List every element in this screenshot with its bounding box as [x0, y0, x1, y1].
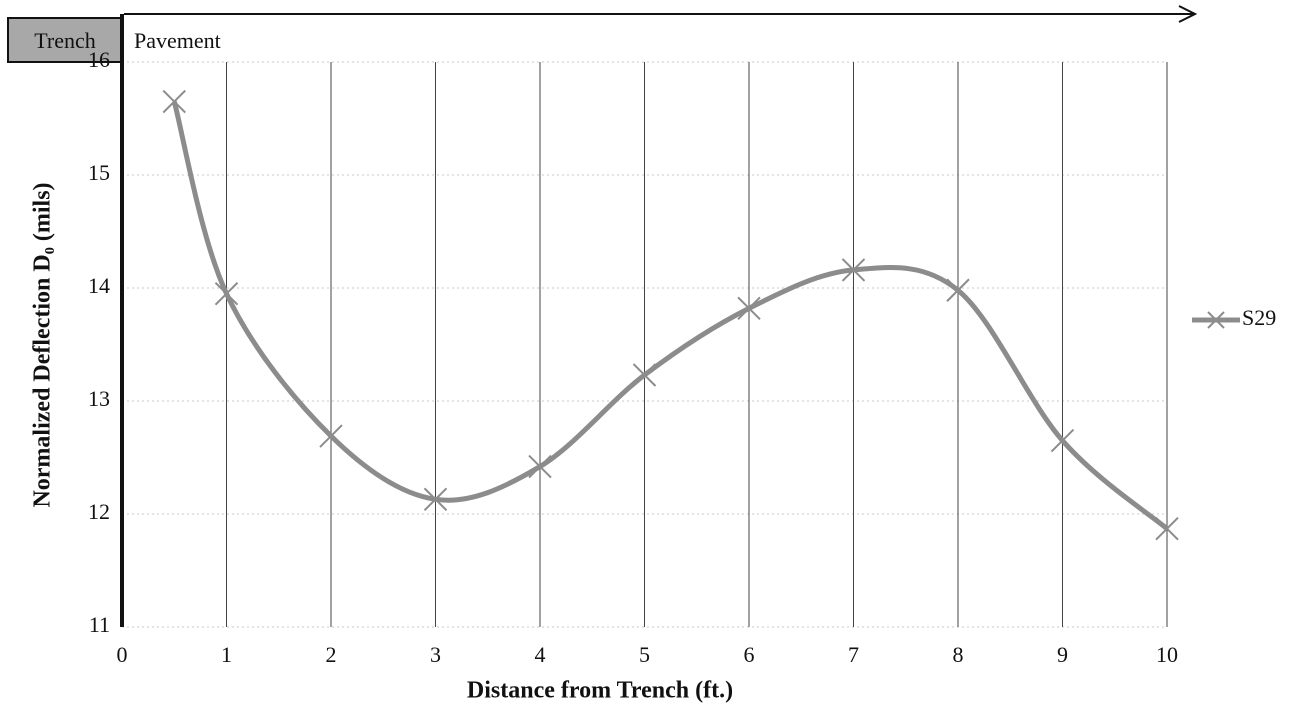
legend-label: S29 [1242, 305, 1276, 330]
x-tick-label: 1 [221, 642, 232, 667]
point-marker [1050, 428, 1075, 453]
point-marker [737, 296, 761, 321]
y-tick-label: 16 [88, 47, 110, 72]
x-axis-label: Distance from Trench (ft.) [467, 678, 733, 704]
point-marker [214, 281, 239, 306]
x-tick-label: 4 [535, 642, 546, 667]
x-tick-label: 10 [1156, 642, 1178, 667]
x-tick-label: 0 [117, 642, 128, 667]
x-tick-label: 3 [430, 642, 441, 667]
legend-marker [1207, 311, 1225, 329]
point-marker [162, 89, 186, 114]
x-tick-label: 5 [639, 642, 650, 667]
point-marker [946, 278, 970, 302]
y-tick-label: 14 [88, 273, 110, 298]
y-tick-label: 13 [88, 386, 110, 411]
y-tick-label: 11 [89, 612, 110, 637]
annotation: Trench [34, 28, 96, 53]
y-tick-label: 15 [88, 160, 110, 185]
series-line [171, 100, 1169, 531]
point-marker [841, 258, 866, 282]
trench-box [7, 17, 123, 63]
point-marker [1155, 516, 1179, 541]
x-tick-label: 6 [744, 642, 755, 667]
x-tick-label: 9 [1057, 642, 1068, 667]
point-marker [632, 363, 657, 387]
x-tick-label: 8 [953, 642, 964, 667]
point-marker [319, 424, 343, 448]
point-marker [528, 454, 552, 479]
y-axis-label: Normalized Deflection D₀ (mils) [30, 182, 56, 507]
point-marker [423, 487, 448, 512]
annotation: Pavement [134, 28, 221, 53]
y-tick-label: 12 [88, 499, 110, 524]
x-tick-label: 2 [326, 642, 337, 667]
x-tick-label: 7 [848, 642, 859, 667]
